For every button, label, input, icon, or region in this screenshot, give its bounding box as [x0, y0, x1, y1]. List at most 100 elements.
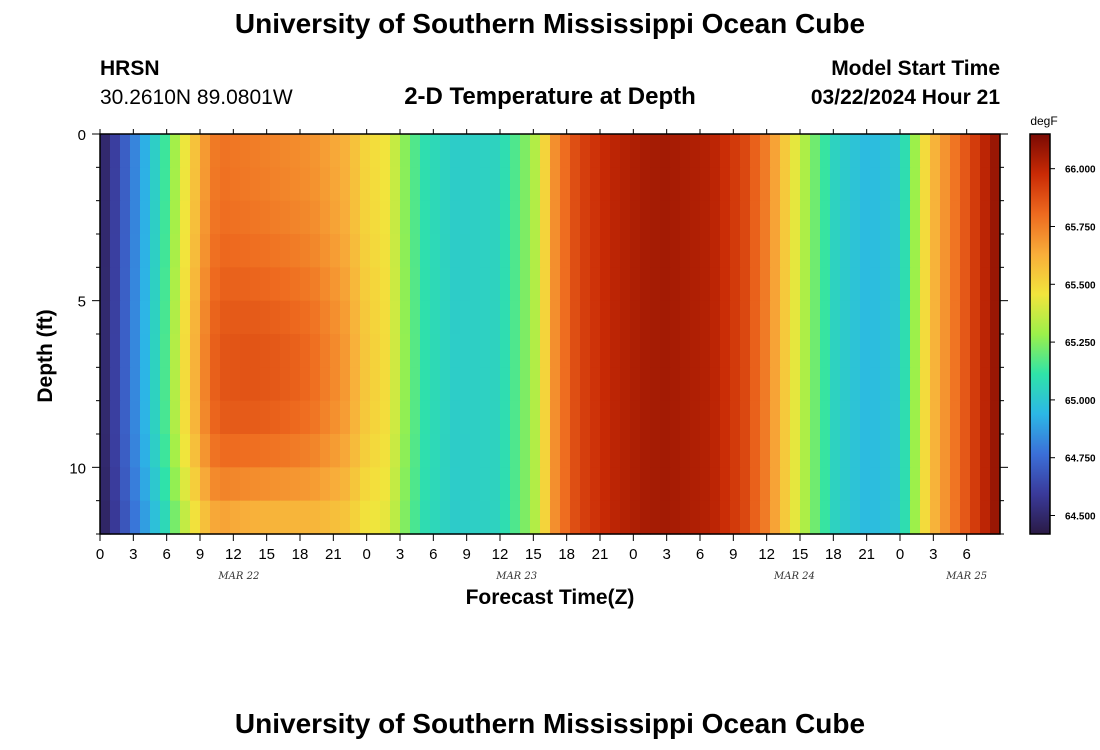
heatmap-cell — [450, 267, 461, 302]
heatmap-cell — [550, 434, 561, 468]
heatmap-cell — [830, 334, 841, 368]
heatmap-cell — [640, 134, 651, 168]
heatmap-cell — [400, 167, 411, 202]
heatmap-cell — [260, 267, 271, 302]
heatmap-cell — [570, 434, 581, 468]
heatmap-cell — [840, 500, 851, 535]
heatmap-cell — [310, 234, 321, 268]
heatmap-cell — [150, 367, 161, 402]
heatmap-cell — [700, 334, 711, 368]
heatmap-cell — [560, 467, 571, 502]
heatmap-cell — [350, 234, 361, 268]
day-label: MAR 23 — [495, 571, 537, 582]
heatmap-cell — [550, 300, 561, 335]
heatmap-cell — [800, 200, 811, 235]
heatmap-cell — [770, 300, 781, 335]
y-axis-label: Depth (ft) — [34, 309, 57, 402]
heatmap-cell — [840, 234, 851, 268]
heatmap-cell — [570, 167, 581, 202]
heatmap-cell — [750, 167, 761, 202]
heatmap-cell — [270, 467, 281, 502]
heatmap-cell — [160, 267, 171, 302]
heatmap-cell — [870, 467, 881, 502]
heatmap-cell — [730, 300, 741, 335]
heatmap-cell — [540, 500, 551, 535]
heatmap-cell — [970, 200, 981, 235]
heatmap-cell — [150, 267, 161, 302]
heatmap-cell — [460, 500, 471, 535]
heatmap-cell — [340, 134, 351, 168]
heatmap-cell — [500, 434, 511, 468]
x-tick-label: 3 — [929, 546, 937, 563]
heatmap-cell — [740, 367, 751, 402]
heatmap-cell — [890, 400, 901, 435]
heatmap-cell — [850, 134, 861, 168]
heatmap-cell — [560, 334, 571, 368]
heatmap-cell — [780, 367, 791, 402]
heatmap-cell — [400, 200, 411, 235]
heatmap-cell — [910, 300, 921, 335]
heatmap-cell — [480, 500, 491, 535]
x-tick-label: 15 — [792, 546, 809, 563]
heatmap-cell — [330, 434, 341, 468]
heatmap-cell — [210, 467, 221, 502]
heatmap-cell — [890, 334, 901, 368]
heatmap-cell — [900, 300, 911, 335]
heatmap-cell — [620, 434, 631, 468]
heatmap-cell — [390, 134, 401, 168]
heatmap-cell — [660, 500, 671, 535]
heatmap-cell — [890, 300, 901, 335]
heatmap-cell — [780, 467, 791, 502]
heatmap-cell — [740, 200, 751, 235]
heatmap-cell — [860, 167, 871, 202]
heatmap-cell — [630, 200, 641, 235]
heatmap-cell — [610, 334, 621, 368]
heatmap-cell — [920, 134, 931, 168]
heatmap-cell — [670, 467, 681, 502]
heatmap-cell — [960, 434, 971, 468]
x-tick-label: 0 — [629, 546, 637, 563]
heatmap-cell — [910, 500, 921, 535]
heatmap-cell — [930, 167, 941, 202]
heatmap-cell — [750, 134, 761, 168]
heatmap-cell — [850, 334, 861, 368]
heatmap-cell — [240, 334, 251, 368]
heatmap-cell — [560, 200, 571, 235]
heatmap-cell — [530, 400, 541, 435]
heatmap-cell — [690, 367, 701, 402]
heatmap-cell — [190, 267, 201, 302]
heatmap-cell — [550, 234, 561, 268]
heatmap-cell — [320, 200, 331, 235]
heatmap-cell — [780, 134, 791, 168]
heatmap-cell — [970, 400, 981, 435]
heatmap-cell — [770, 400, 781, 435]
plot-title: 2-D Temperature at Depth — [404, 83, 696, 110]
heatmap-cell — [130, 134, 141, 168]
heatmap-cell — [520, 167, 531, 202]
heatmap-cell — [170, 200, 181, 235]
heatmap-cell — [310, 300, 321, 335]
heatmap-cell — [980, 467, 991, 502]
heatmap-cell — [250, 400, 261, 435]
heatmap-cell — [580, 200, 591, 235]
heatmap-cell — [930, 400, 941, 435]
heatmap-cell — [240, 500, 251, 535]
heatmap-cell — [150, 234, 161, 268]
heatmap-cell — [160, 300, 171, 335]
heatmap-cell — [710, 334, 721, 368]
heatmap-cell — [750, 367, 761, 402]
heatmap-cell — [700, 367, 711, 402]
heatmap-cell — [100, 134, 111, 168]
heatmap-cell — [480, 334, 491, 368]
heatmap-cell — [710, 367, 721, 402]
heatmap-cell — [350, 167, 361, 202]
heatmap-cell — [970, 334, 981, 368]
heatmap-cell — [410, 367, 421, 402]
heatmap-cell — [410, 300, 421, 335]
heatmap-cell — [880, 400, 891, 435]
x-tick-label: 0 — [96, 546, 104, 563]
heatmap-cell — [260, 467, 271, 502]
heatmap-cell — [420, 134, 431, 168]
heatmap-cell — [960, 367, 971, 402]
heatmap-cell — [320, 167, 331, 202]
